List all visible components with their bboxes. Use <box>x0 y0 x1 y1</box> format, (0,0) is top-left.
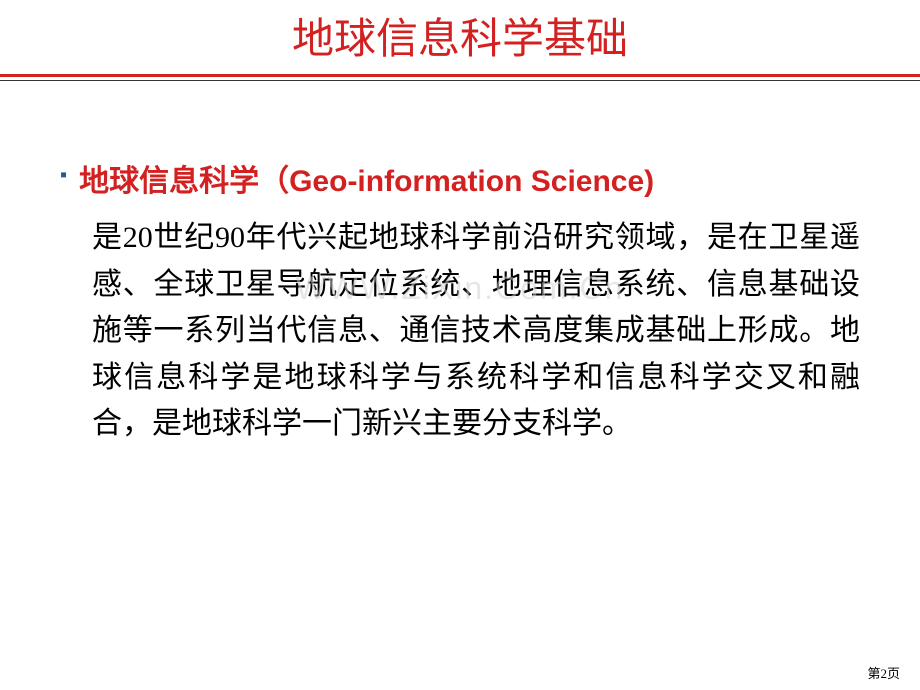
subtitle-line: ▪ 地球信息科学（Geo-information Science) <box>60 156 860 200</box>
subtitle-text: 地球信息科学（Geo-information Science) <box>79 156 654 200</box>
slide-title: 地球信息科学基础 <box>292 17 628 63</box>
body-paragraph: 是20世纪90年代兴起地球科学前沿研究领域，是在卫星遥感、全球卫星导航定位系统、… <box>60 215 860 448</box>
page-number: 第2页 <box>867 663 900 682</box>
content-area: ▪ 地球信息科学（Geo-information Science) 是20世纪9… <box>0 81 920 448</box>
title-area: 地球信息科学基础 <box>0 0 920 66</box>
bullet-icon: ▪ <box>60 164 67 187</box>
red-divider <box>0 74 920 77</box>
slide-container: 地球信息科学基础 WWW.ZiXin.Com.Cn ▪ 地球信息科学（Geo-i… <box>0 0 920 690</box>
